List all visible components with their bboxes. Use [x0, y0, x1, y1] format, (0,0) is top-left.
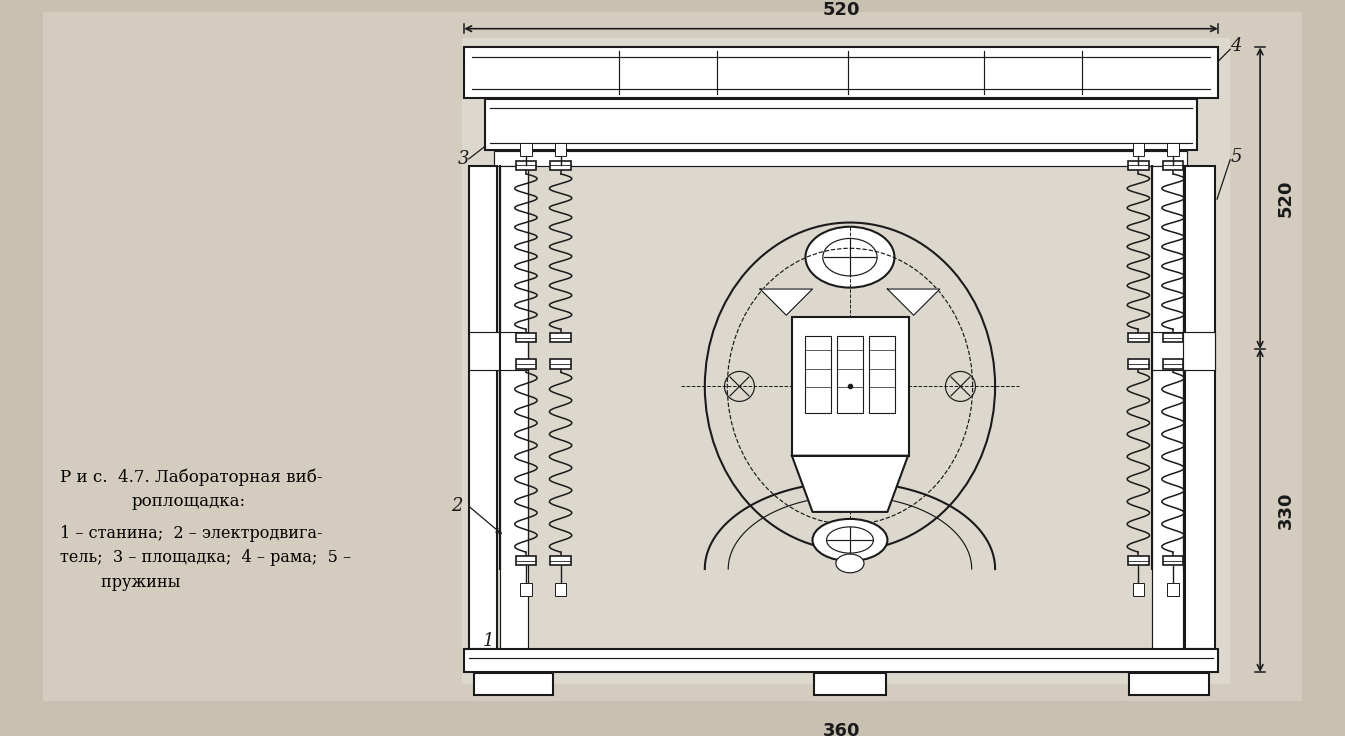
Bar — [469, 166, 496, 648]
Ellipse shape — [835, 554, 863, 573]
Text: 1: 1 — [483, 632, 495, 650]
Bar — [464, 648, 1219, 672]
Bar — [550, 160, 570, 170]
Bar — [1128, 359, 1149, 369]
Bar — [494, 152, 1188, 166]
Bar — [515, 160, 537, 170]
Text: 330: 330 — [1276, 492, 1295, 529]
Bar — [521, 583, 531, 596]
Text: 4: 4 — [1231, 37, 1241, 54]
Bar — [1167, 143, 1178, 156]
Bar — [1167, 583, 1178, 596]
Bar — [550, 359, 570, 369]
Bar — [550, 556, 570, 565]
Bar — [555, 143, 566, 156]
Bar — [1153, 332, 1215, 369]
Bar — [1128, 333, 1149, 342]
Bar — [550, 333, 570, 342]
Text: 2: 2 — [451, 498, 463, 515]
Text: 360: 360 — [823, 722, 861, 736]
Ellipse shape — [806, 227, 894, 288]
Text: тель;  3 – площадка;  4 – рама;  5 –: тель; 3 – площадка; 4 – рама; 5 – — [59, 549, 351, 567]
Bar — [473, 673, 553, 696]
Text: роплощадка:: роплощадка: — [132, 493, 246, 510]
Bar — [464, 47, 1219, 98]
Bar — [521, 143, 531, 156]
Bar — [463, 38, 1231, 684]
Bar — [484, 99, 1197, 150]
Bar — [869, 336, 894, 413]
Bar — [1128, 160, 1149, 170]
Bar — [1128, 556, 1149, 565]
Bar — [515, 333, 537, 342]
Text: 5: 5 — [1231, 148, 1241, 166]
Polygon shape — [792, 456, 908, 512]
Bar — [555, 583, 566, 596]
Bar — [814, 673, 885, 696]
Bar — [1162, 556, 1184, 565]
Text: 3: 3 — [457, 150, 469, 168]
Text: Р и с.  4.7. Лабораторная виб-: Р и с. 4.7. Лабораторная виб- — [59, 469, 321, 486]
Polygon shape — [760, 289, 812, 315]
Bar — [500, 166, 527, 648]
Bar — [1162, 333, 1184, 342]
Text: пружины: пружины — [59, 573, 180, 591]
Bar — [1185, 166, 1215, 648]
Ellipse shape — [812, 519, 888, 561]
Bar — [1132, 143, 1145, 156]
Bar — [515, 359, 537, 369]
Bar — [469, 332, 527, 369]
Bar — [806, 336, 831, 413]
Polygon shape — [888, 289, 940, 315]
Bar — [1153, 166, 1184, 648]
Bar — [1132, 583, 1145, 596]
Bar — [792, 317, 909, 456]
Bar — [1162, 160, 1184, 170]
Bar — [837, 336, 863, 413]
Bar — [1128, 673, 1209, 696]
Text: 1 – станина;  2 – электродвига-: 1 – станина; 2 – электродвига- — [59, 525, 321, 542]
Text: 520: 520 — [1276, 180, 1295, 217]
Text: 520: 520 — [822, 1, 859, 19]
Bar — [515, 556, 537, 565]
Bar — [1162, 359, 1184, 369]
